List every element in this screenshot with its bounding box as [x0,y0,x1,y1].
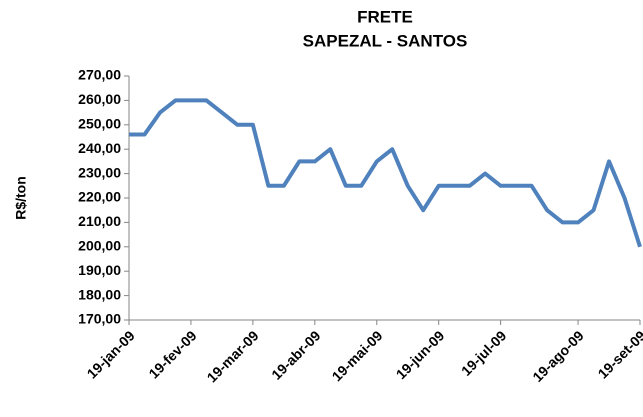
y-axis-label: R$/ton [13,176,29,220]
x-tick-label: 19-set-09 [595,327,643,381]
x-tick-label: 19-jun-09 [393,327,448,382]
y-tick-label: 210,00 [78,213,121,229]
x-tick-label: 19-mai-09 [329,327,386,384]
y-tick-label: 230,00 [78,164,121,180]
x-tick-label: 19-fev-09 [145,327,199,381]
y-tick-label: 220,00 [78,189,121,205]
y-tick-label: 180,00 [78,286,121,302]
x-tick-label: 19-abr-09 [268,327,323,382]
y-tick-label: 200,00 [78,238,121,254]
chart-title: FRETE [357,7,413,26]
x-tick-label: 19-ago-09 [529,327,587,385]
y-tick-label: 190,00 [78,262,121,278]
y-tick-label: 270,00 [78,67,121,83]
x-tick-label: 19-jan-09 [84,327,138,381]
line-series [129,98,642,248]
x-tick-label: 19-mar-09 [204,327,262,385]
y-tick-label: 250,00 [78,116,121,132]
y-tick-label: 260,00 [78,91,121,107]
chart-subtitle: SAPEZAL - SANTOS [303,31,468,50]
y-tick-label: 170,00 [78,311,121,327]
y-tick-label: 240,00 [78,140,121,156]
x-tick-label: 19-jul-09 [458,327,510,379]
